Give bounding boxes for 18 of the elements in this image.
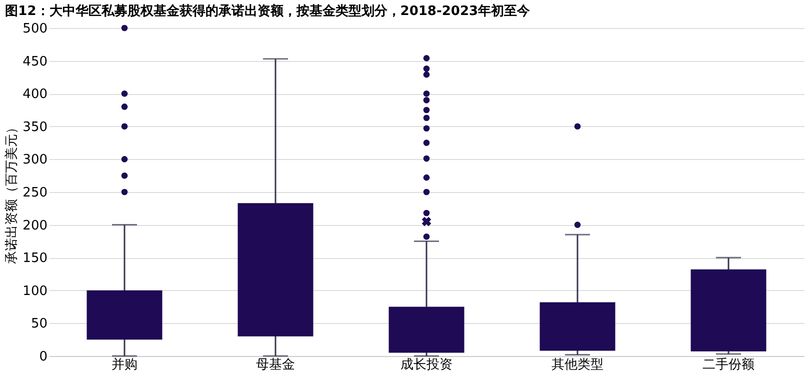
y-tick-label: 400 xyxy=(22,87,48,102)
chart-title: 图12：大中华区私募股权基金获得的承诺出资额，按基金类型划分，2018-2023年初至今 xyxy=(5,3,532,19)
y-tick-label: 250 xyxy=(22,186,48,200)
y-tick-label: 150 xyxy=(22,251,48,266)
y-tick-label: 200 xyxy=(22,218,48,234)
y-tick-label: 50 xyxy=(30,316,48,332)
y-tick-label: 0 xyxy=(39,350,48,364)
y-tick-label: 300 xyxy=(22,152,48,168)
y-axis-title: 承诺出资额（百万美元） xyxy=(4,121,20,264)
x-tick-label: 并购 xyxy=(112,358,138,372)
x-tick-label: 其他类型 xyxy=(552,358,604,372)
y-tick-label: 500 xyxy=(22,22,48,36)
y-tick-label: 350 xyxy=(22,120,48,135)
y-tick-label: 450 xyxy=(22,54,48,70)
y-tick-label: 100 xyxy=(22,284,48,299)
x-tick-label: 成长投资 xyxy=(400,358,452,372)
x-tick-label: 母基金 xyxy=(256,358,295,372)
x-tick-label: 二手份额 xyxy=(702,358,754,372)
